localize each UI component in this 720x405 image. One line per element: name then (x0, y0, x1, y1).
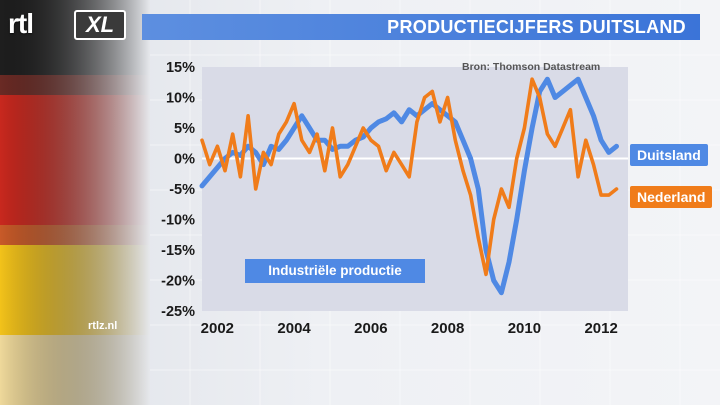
title-bar: PRODUCTIECIJFERS DUITSLAND (142, 14, 700, 40)
x-tick-label: 2010 (508, 320, 541, 337)
y-tick-label: -15% (161, 243, 195, 259)
legend-duitsland: Duitsland (630, 144, 708, 166)
x-tick-label: 2002 (201, 320, 234, 337)
y-tick-label: 15% (166, 60, 195, 76)
y-tick-label: -10% (161, 213, 195, 229)
rtl-xl-logo: rtl XL (6, 8, 128, 42)
legend-nederland: Nederland (630, 186, 713, 208)
source-note: Bron: Thomson Datastream (462, 61, 601, 73)
y-tick-label: 0% (174, 152, 195, 168)
series-line-nederland (200, 77, 619, 277)
x-tick-label: 2012 (584, 320, 617, 337)
y-tick-label: -25% (161, 304, 195, 320)
page-title: PRODUCTIECIJFERS DUITSLAND (387, 17, 686, 37)
y-tick-label: 10% (166, 91, 195, 107)
y-tick-label: -5% (169, 182, 195, 198)
y-tick-label: -20% (161, 274, 195, 290)
x-tick-label: 2004 (277, 320, 311, 337)
x-tick-label: 2008 (431, 320, 464, 337)
x-tick-label: 2006 (354, 320, 387, 337)
website-label: rtlz.nl (88, 320, 118, 332)
series-line-duitsland (199, 76, 619, 296)
y-tick-label: 5% (174, 121, 195, 137)
chart-annotation: Industriële productie (245, 259, 425, 283)
